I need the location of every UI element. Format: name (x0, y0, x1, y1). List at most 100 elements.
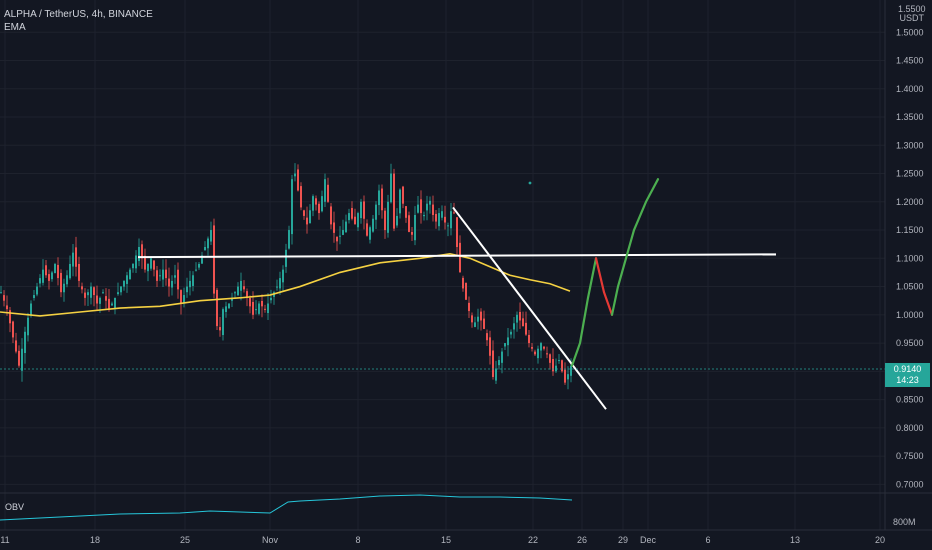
symbol-line: ALPHA / TetherUS, 4h, BINANCE (4, 9, 153, 20)
candle-body (114, 297, 116, 309)
candle-body (483, 318, 485, 329)
candle-body (459, 242, 461, 273)
candle-body (492, 350, 494, 377)
unit-top-label: 1.5500 (898, 4, 926, 14)
candle-body (243, 286, 245, 290)
candle-body (330, 206, 332, 225)
candle-body (174, 275, 176, 278)
candle-body (216, 289, 218, 327)
candle-body (435, 213, 437, 222)
candle-body (57, 264, 59, 279)
candle-body (249, 297, 251, 307)
candle-body (24, 331, 26, 354)
candle-body (150, 258, 152, 269)
candle-body (246, 291, 248, 298)
candle-body (513, 323, 515, 330)
candle-body (300, 186, 302, 208)
candle-body (534, 351, 536, 355)
candle-body (294, 173, 296, 177)
candle-body (564, 369, 566, 383)
candle-body (204, 247, 206, 251)
candle-body (252, 301, 254, 315)
time-tick-label: 26 (577, 535, 587, 545)
trend-line[interactable] (452, 206, 607, 410)
candle-body (321, 196, 323, 212)
candle-body (441, 211, 443, 218)
indicator-label: EMA (4, 22, 26, 33)
candle-body (408, 215, 410, 232)
countdown: 14:23 (896, 375, 919, 385)
candle-body (438, 213, 440, 227)
candle-body (147, 263, 149, 272)
candle-body (105, 296, 107, 301)
candle-body (327, 184, 329, 202)
time-tick-label: Dec (640, 535, 657, 545)
candle-body (423, 214, 425, 217)
price-tick-label: 0.7500 (896, 451, 924, 461)
candle-body (258, 303, 260, 314)
candle-body (315, 198, 317, 205)
price-tick-label: 1.5000 (896, 27, 924, 37)
marker-dot (528, 181, 532, 185)
projection-segment (594, 257, 614, 316)
price-series (0, 163, 572, 390)
candle-body (411, 231, 413, 235)
candle-body (525, 322, 527, 335)
price-tick-label: 1.3000 (896, 140, 924, 150)
candle-body (96, 295, 98, 304)
candle-body (27, 317, 29, 336)
time-tick-label: 22 (528, 535, 538, 545)
candle-body (168, 278, 170, 287)
candle-body (222, 309, 224, 336)
candle-body (384, 210, 386, 231)
candle-body (555, 365, 557, 372)
time-tick-label: 25 (180, 535, 190, 545)
time-tick-label: 6 (705, 535, 710, 545)
candle-body (387, 201, 389, 233)
candle-body (363, 201, 365, 219)
candle-body (402, 186, 404, 204)
candle-body (297, 169, 299, 191)
candle-body (420, 199, 422, 214)
candle-body (354, 216, 356, 225)
candle-body (375, 204, 377, 220)
candle-body (342, 230, 344, 235)
candle-body (465, 282, 467, 300)
candle-body (129, 269, 131, 280)
candle-body (474, 322, 476, 327)
price-tick-label: 1.1000 (896, 253, 924, 263)
candle-body (6, 305, 8, 310)
candle-body (21, 348, 23, 371)
candle-body (15, 340, 17, 352)
current-price: 0.9140 (893, 364, 922, 374)
candle-body (189, 280, 191, 288)
candle-body (255, 309, 257, 311)
candle-body (336, 236, 338, 242)
current-price-tag: 0.9140 14:23 (885, 363, 930, 387)
candle-body (507, 337, 509, 346)
candle-body (561, 360, 563, 372)
time-tick-label: 11 (0, 535, 9, 545)
candle-body (54, 263, 56, 273)
candle-body (426, 203, 428, 211)
candle-body (78, 263, 80, 281)
candle-body (312, 196, 314, 211)
price-tick-label: 1.1500 (896, 225, 924, 235)
candle-body (504, 343, 506, 347)
candle-body (444, 216, 446, 223)
price-tick-label: 1.4500 (896, 56, 924, 66)
candle-body (33, 295, 35, 299)
obv-axis-label: 800M (893, 517, 916, 527)
candle-body (156, 270, 158, 281)
price-tick-label: 1.2000 (896, 197, 924, 207)
candle-body (393, 173, 395, 229)
time-tick-label: 29 (618, 535, 628, 545)
resistance-line[interactable] (137, 253, 777, 259)
candle-body (372, 218, 374, 232)
candle-body (279, 278, 281, 289)
candle-body (219, 327, 221, 331)
candle-body (462, 277, 464, 289)
candle-body (471, 315, 473, 323)
candle-body (303, 210, 305, 216)
